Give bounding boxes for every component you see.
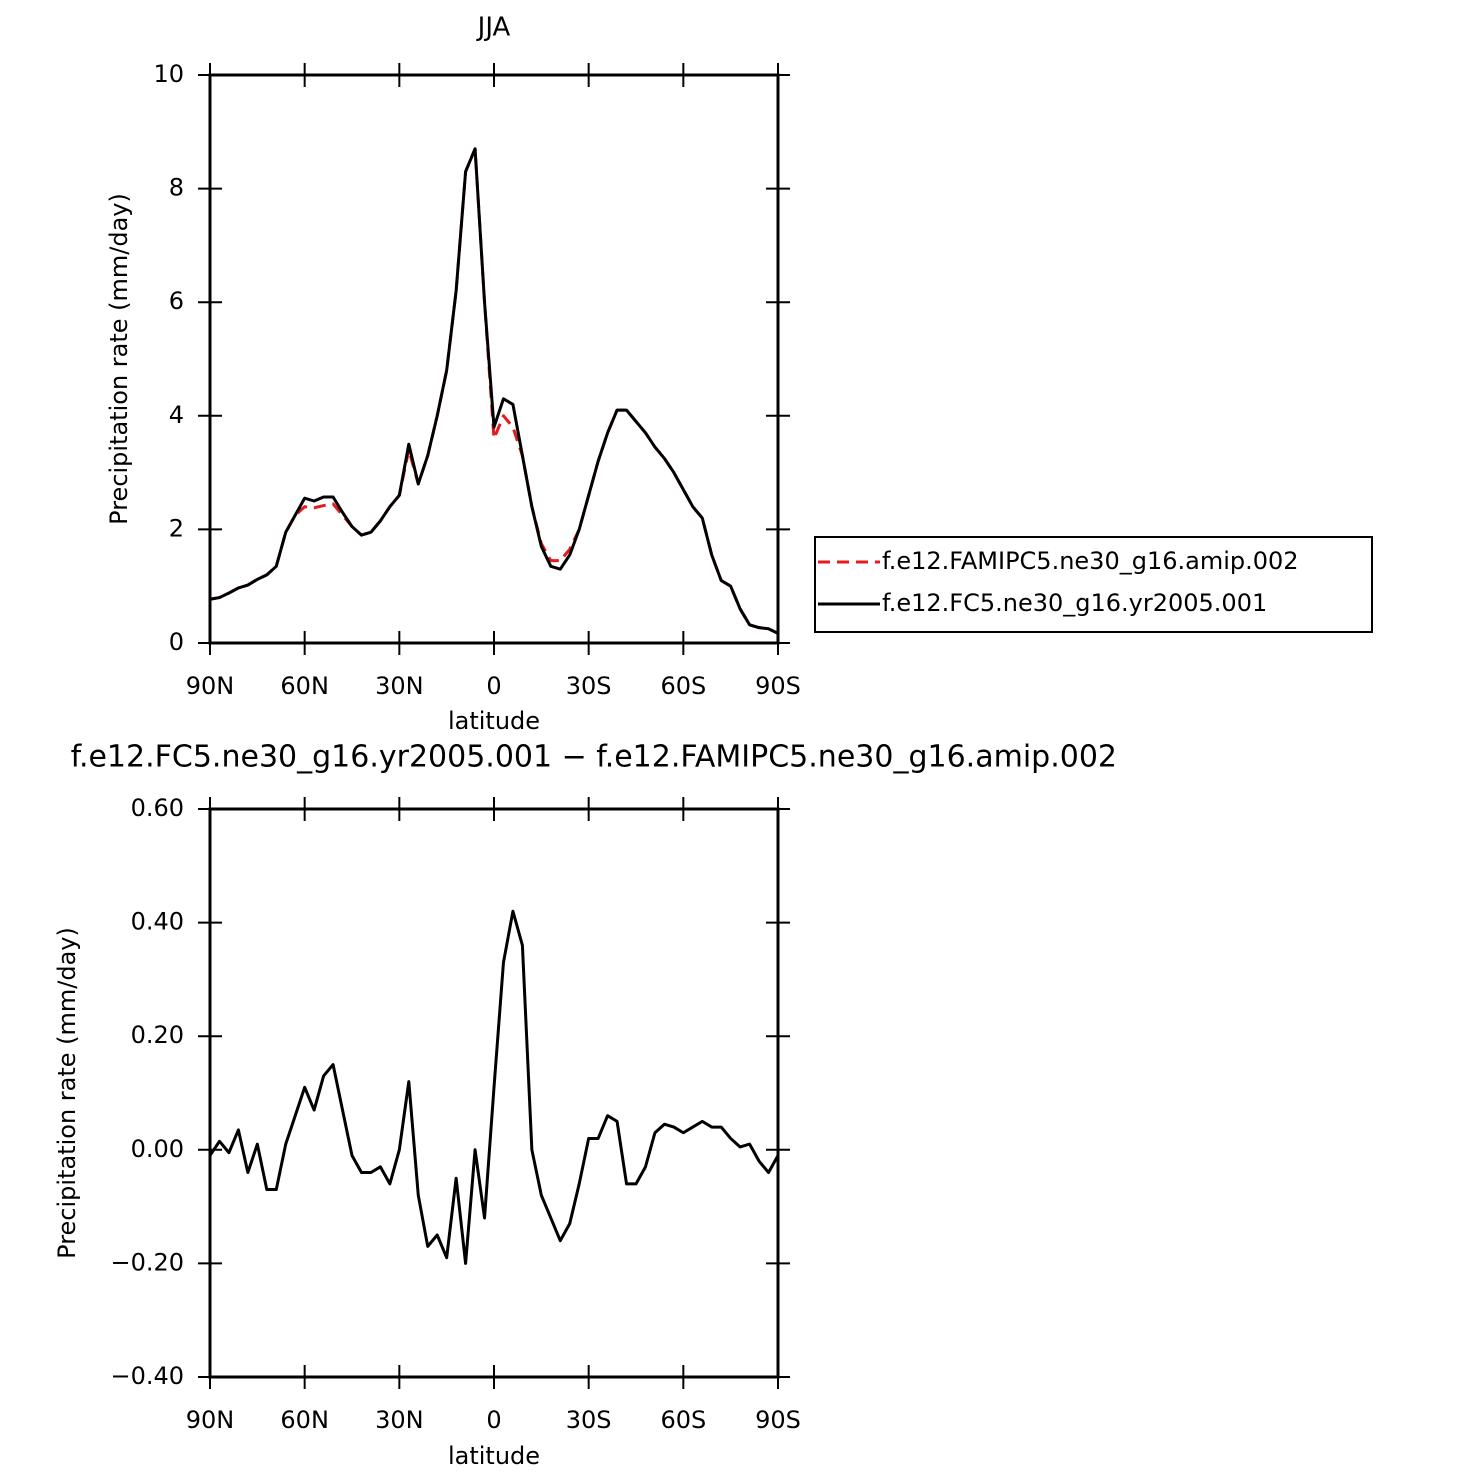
y-tick-label: 0.20	[131, 1021, 184, 1049]
y-tick-label: 0	[169, 628, 184, 656]
legend-box	[814, 536, 1373, 633]
legend-label: f.e12.FAMIPC5.ne30_g16.amip.002	[882, 547, 1299, 575]
y-tick-label: 0.00	[131, 1135, 184, 1163]
x-tick-label: 90N	[186, 672, 235, 700]
y-tick-label: 4	[169, 401, 184, 429]
x-tick-label: 60N	[280, 1406, 329, 1434]
x-tick-label: 30N	[375, 1406, 424, 1434]
x-tick-label: 60N	[280, 672, 329, 700]
x-tick-label: 30N	[375, 672, 424, 700]
x-axis-label: latitude	[448, 1442, 540, 1470]
y-axis-label: Precipitation rate (mm/day)	[53, 927, 81, 1259]
data-line	[209, 147, 779, 635]
y-tick-label: 6	[169, 287, 184, 315]
legend-label: f.e12.FC5.ne30_g16.yr2005.001	[882, 589, 1267, 617]
plot-frame	[208, 73, 780, 645]
data-line	[208, 909, 780, 1265]
y-tick-label: −0.20	[110, 1248, 184, 1276]
y-tick-label: 10	[153, 60, 184, 88]
x-tick-label: 0	[486, 1406, 501, 1434]
chart-title: f.e12.FC5.ne30_g16.yr2005.001 − f.e12.FA…	[71, 740, 1117, 775]
y-tick-label: 0.60	[131, 794, 184, 822]
chart-title: JJA	[476, 13, 511, 43]
x-tick-label: 0	[486, 672, 501, 700]
y-tick-label: 2	[169, 514, 184, 542]
x-axis-label: latitude	[448, 707, 540, 735]
x-tick-label: 90S	[755, 1406, 801, 1434]
y-tick-label: −0.40	[110, 1362, 184, 1390]
x-tick-label: 90N	[186, 1406, 235, 1434]
x-tick-label: 60S	[660, 672, 706, 700]
x-tick-label: 30S	[566, 672, 612, 700]
x-tick-label: 90S	[755, 672, 801, 700]
y-axis-label: Precipitation rate (mm/day)	[105, 193, 133, 525]
data-line	[209, 147, 779, 635]
plot-frame	[208, 807, 780, 1379]
y-tick-label: 8	[169, 174, 184, 202]
x-tick-label: 60S	[660, 1406, 706, 1434]
y-tick-label: 0.40	[131, 908, 184, 936]
x-tick-label: 30S	[566, 1406, 612, 1434]
